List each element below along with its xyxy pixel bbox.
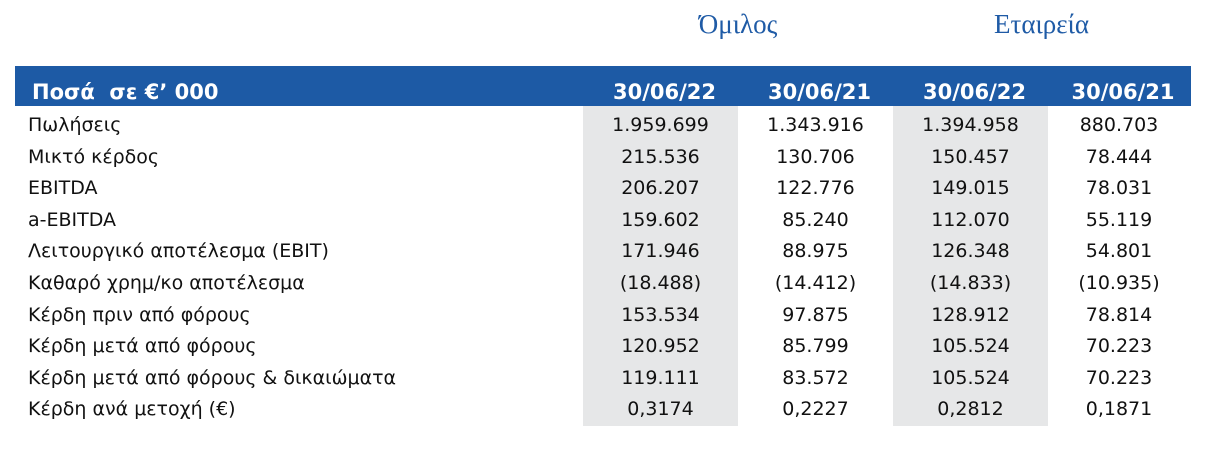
value-cell: 105.524 xyxy=(931,366,1010,389)
value-cell: 122.776 xyxy=(776,177,855,200)
value-cell: (18.488) xyxy=(619,272,702,294)
value-cell: 55.119 xyxy=(1085,208,1153,231)
value-cell: 70.223 xyxy=(1085,366,1153,389)
group-title: Εταιρεία xyxy=(994,9,1089,39)
header-cell: 30/06/21 xyxy=(1071,80,1175,104)
value-cell: 153.534 xyxy=(621,303,700,326)
value-cell: 880.703 xyxy=(1079,114,1159,136)
value-cell: (14.412) xyxy=(774,272,857,294)
row-label: Καθαρό χρημ/κο αποτέλεσμα xyxy=(28,272,305,294)
group-title: Όμιλος xyxy=(698,9,778,39)
value-cell: 130.706 xyxy=(776,145,855,168)
value-cell: 0,1871 xyxy=(1085,398,1153,421)
value-cell: 78.814 xyxy=(1085,303,1153,326)
value-cell: 105.524 xyxy=(931,335,1010,358)
value-cell: 159.602 xyxy=(621,208,700,231)
value-cell: 149.015 xyxy=(931,177,1010,200)
value-cell: 1.959.699 xyxy=(612,114,709,136)
row-label: Μικτό κέρδος xyxy=(28,145,160,168)
value-cell: 1.394.958 xyxy=(922,114,1019,136)
row-label: Λειτουργικό αποτέλεσμα (EBIT) xyxy=(28,240,329,263)
value-cell: 85.799 xyxy=(782,335,849,358)
value-cell: 171.946 xyxy=(621,240,700,263)
row-label: Κέρδη ανά μετοχή (€) xyxy=(28,398,236,421)
header-cell: 30/06/22 xyxy=(922,80,1026,104)
value-cell: 97.875 xyxy=(782,303,849,326)
row-label: EBITDA xyxy=(28,177,98,200)
value-cell: 126.348 xyxy=(931,240,1010,263)
value-cell: 0,2812 xyxy=(937,398,1004,421)
header-cell: 30/06/21 xyxy=(767,80,871,104)
value-cell: 0,3174 xyxy=(627,398,694,421)
value-cell: 88.975 xyxy=(782,240,849,263)
value-cell: 78.444 xyxy=(1085,145,1153,168)
column-shade xyxy=(893,106,1048,426)
row-label: a-EBITDA xyxy=(28,208,117,231)
value-cell: 70.223 xyxy=(1085,335,1153,358)
header-cell: 30/06/22 xyxy=(612,80,716,104)
value-cell: (10.935) xyxy=(1078,272,1160,294)
value-cell: 119.111 xyxy=(621,366,700,389)
header-bar xyxy=(15,66,1191,106)
value-cell: 0,2227 xyxy=(782,398,849,421)
column-shade xyxy=(583,106,738,426)
value-cell: 83.572 xyxy=(782,366,849,389)
row-label: Πωλήσεις xyxy=(28,114,122,136)
value-cell: 206.207 xyxy=(621,177,700,200)
row-label: Κέρδη μετά από φόρους & δικαιώματα xyxy=(28,366,397,389)
value-cell: 112.070 xyxy=(931,208,1010,231)
row-label: Κέρδη μετά από φόρους xyxy=(28,335,257,358)
value-cell: 150.457 xyxy=(931,145,1010,168)
value-cell: (14.833) xyxy=(929,272,1012,294)
value-cell: 120.952 xyxy=(621,335,700,358)
value-cell: 78.031 xyxy=(1085,177,1153,200)
value-cell: 85.240 xyxy=(782,208,849,231)
header-cell: Ποσά σε €’ 000 xyxy=(32,80,219,104)
value-cell: 215.536 xyxy=(621,145,700,168)
value-cell: 128.912 xyxy=(931,303,1010,326)
value-cell: 54.801 xyxy=(1085,240,1153,263)
row-label: Κέρδη πριν από φόρους xyxy=(28,303,251,326)
value-cell: 1.343.916 xyxy=(767,114,864,136)
